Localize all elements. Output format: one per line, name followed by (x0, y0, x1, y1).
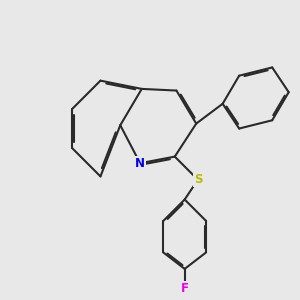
Text: N: N (135, 157, 145, 170)
Text: F: F (181, 282, 189, 295)
Text: S: S (194, 173, 202, 186)
